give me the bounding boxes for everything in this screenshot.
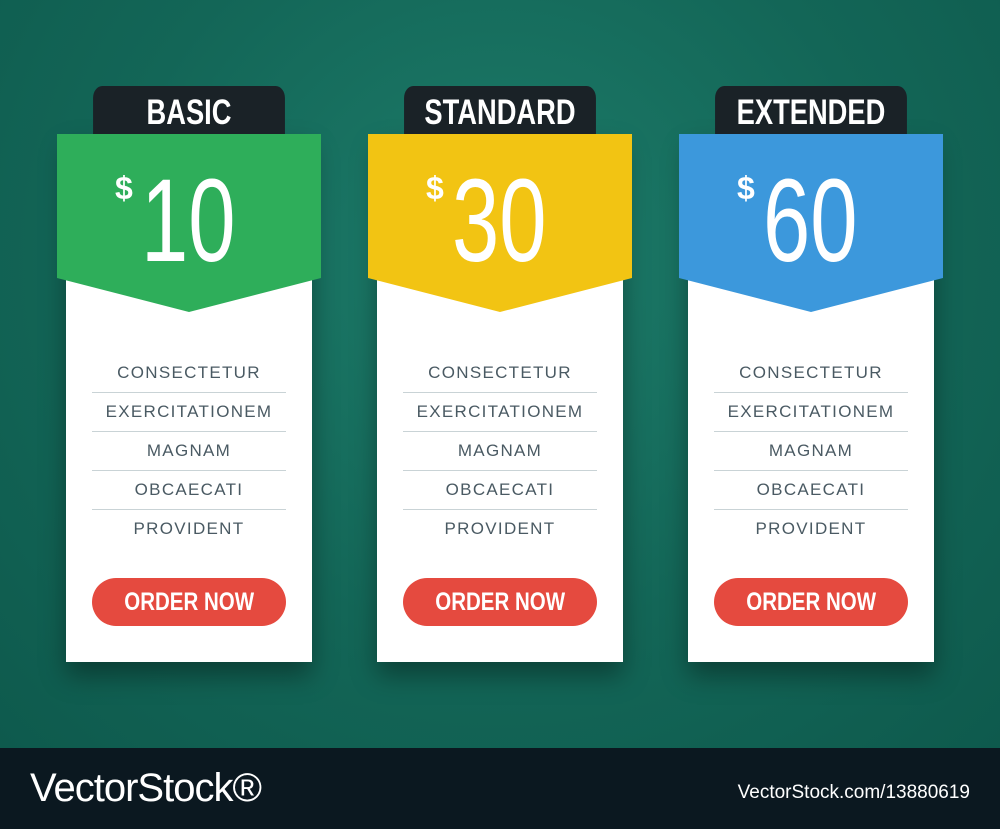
plan-name: STANDARD [404, 86, 596, 138]
image-id: VectorStock.com/13880619 [737, 782, 970, 803]
feature-item: EXERCITATIONEM [403, 393, 597, 432]
pricing-stage: BASIC $ 10 CONSECTETUR EXERCITATIONEM MA… [0, 0, 1000, 748]
order-now-button[interactable]: ORDER NOW [714, 578, 908, 626]
feature-list: CONSECTETUR EXERCITATIONEM MAGNAM OBCAEC… [403, 354, 597, 548]
feature-item: MAGNAM [403, 432, 597, 471]
price-ribbon: $ 30 [368, 134, 632, 312]
price: $ 30 [368, 144, 632, 284]
price: $ 10 [57, 144, 321, 284]
price-ribbon: $ 60 [679, 134, 943, 312]
feature-item: MAGNAM [92, 432, 286, 471]
pricing-card-extended: EXTENDED $ 60 CONSECTETUR EXERCITATIONEM… [679, 86, 943, 662]
feature-list: CONSECTETUR EXERCITATIONEM MAGNAM OBCAEC… [714, 354, 908, 548]
pricing-card-basic: BASIC $ 10 CONSECTETUR EXERCITATIONEM MA… [57, 86, 321, 662]
price: $ 60 [679, 144, 943, 284]
order-now-label: ORDER NOW [124, 588, 254, 616]
price-amount: 30 [452, 155, 547, 287]
feature-item: CONSECTETUR [714, 354, 908, 393]
feature-list: CONSECTETUR EXERCITATIONEM MAGNAM OBCAEC… [92, 354, 286, 548]
ribbon-shape [57, 134, 321, 312]
feature-item: PROVIDENT [755, 519, 867, 538]
order-now-button[interactable]: ORDER NOW [403, 578, 597, 626]
feature-item: EXERCITATIONEM [92, 393, 286, 432]
order-now-label: ORDER NOW [435, 588, 565, 616]
price-amount: 10 [141, 155, 236, 287]
feature-item: OBCAECATI [403, 471, 597, 510]
feature-item: CONSECTETUR [92, 354, 286, 393]
feature-item: PROVIDENT [133, 519, 245, 538]
feature-item: OBCAECATI [92, 471, 286, 510]
price-ribbon: $ 10 [57, 134, 321, 312]
plan-name: BASIC [93, 86, 285, 138]
plan-name: EXTENDED [715, 86, 907, 138]
feature-item: MAGNAM [714, 432, 908, 471]
feature-item: OBCAECATI [714, 471, 908, 510]
feature-item: CONSECTETUR [403, 354, 597, 393]
watermark-footer: VectorStock® VectorStock.com/13880619 [0, 748, 1000, 829]
vectorstock-logo: VectorStock® [30, 766, 262, 810]
ribbon-shape [679, 134, 943, 312]
price-amount: 60 [763, 155, 858, 287]
currency-symbol: $ [115, 170, 133, 206]
feature-item: PROVIDENT [444, 519, 556, 538]
order-now-button[interactable]: ORDER NOW [92, 578, 286, 626]
currency-symbol: $ [426, 170, 444, 206]
feature-item: EXERCITATIONEM [714, 393, 908, 432]
currency-symbol: $ [737, 170, 755, 206]
pricing-card-standard: STANDARD $ 30 CONSECTETUR EXERCITATIONEM… [368, 86, 632, 662]
ribbon-shape [368, 134, 632, 312]
order-now-label: ORDER NOW [746, 588, 876, 616]
